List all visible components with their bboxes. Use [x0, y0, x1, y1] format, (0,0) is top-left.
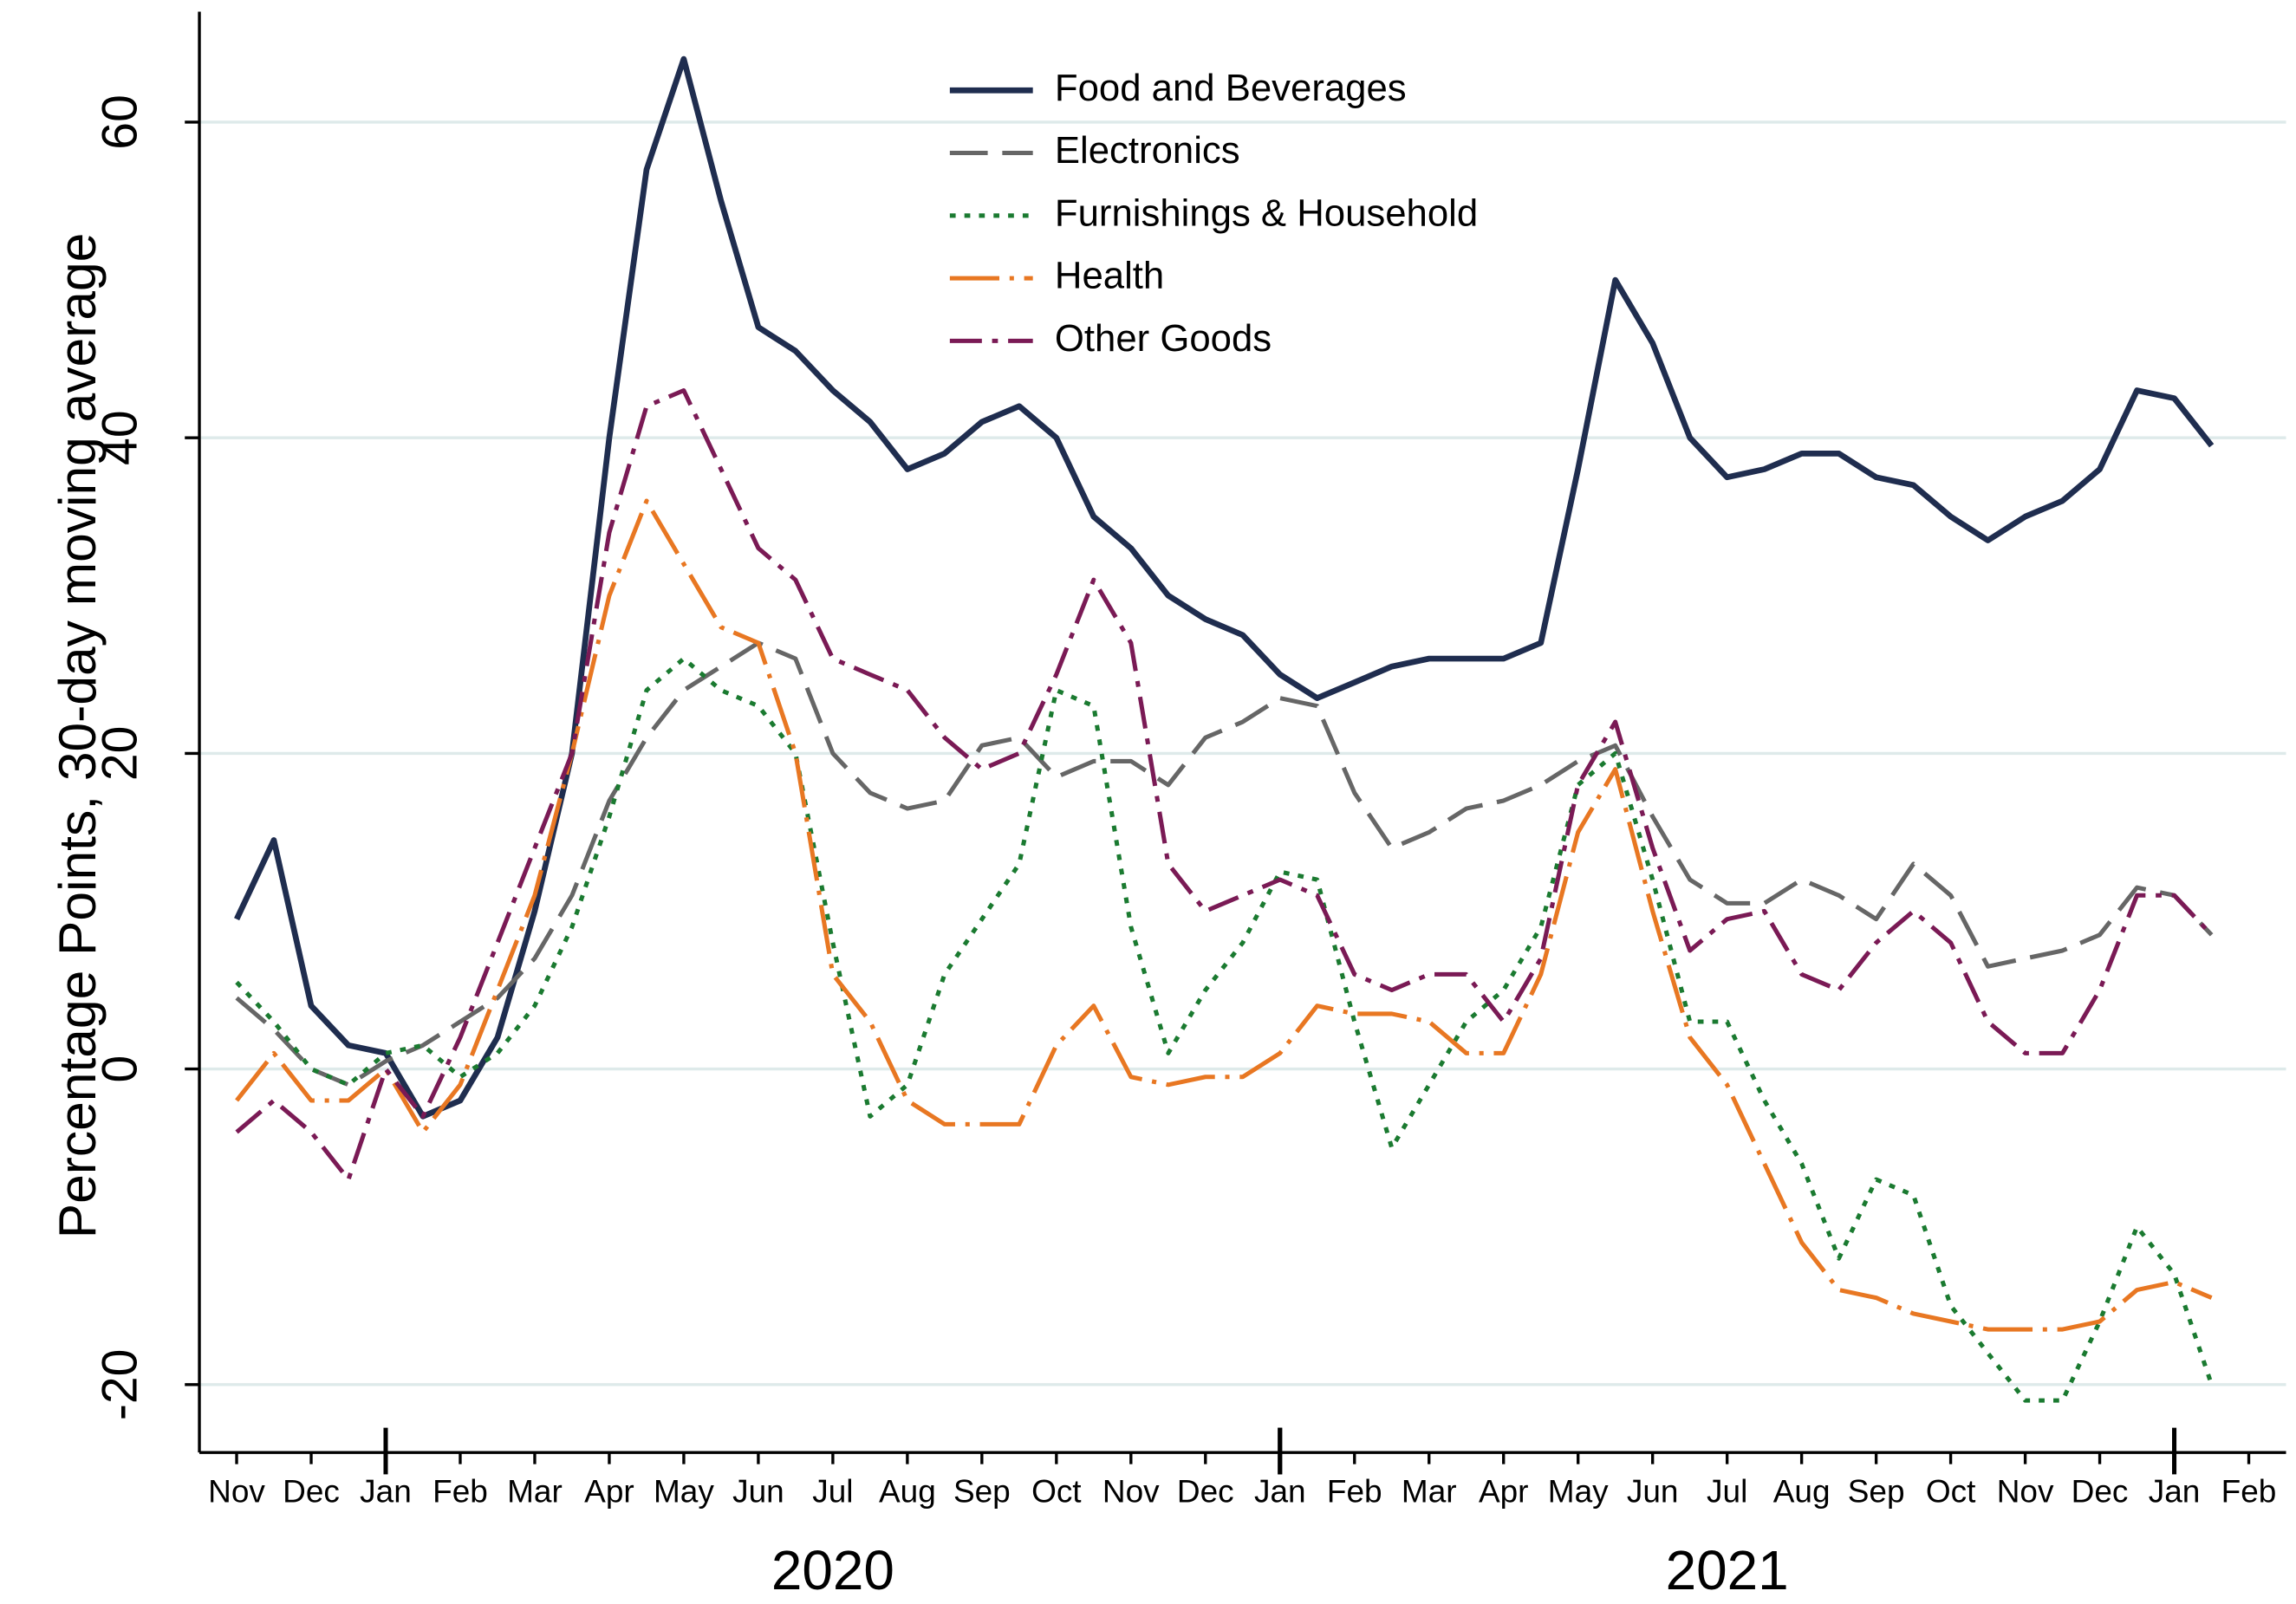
y-tick-label: 60 — [93, 94, 148, 150]
x-tick-label: Nov — [208, 1473, 265, 1509]
x-tick-label: Oct — [1926, 1473, 1976, 1509]
year-label: 2020 — [771, 1539, 894, 1601]
year-label: 2021 — [1666, 1539, 1789, 1601]
y-tick-label: -20 — [93, 1349, 148, 1421]
legend-label: Furnishings & Household — [1055, 192, 1478, 234]
x-tick-label: Nov — [1102, 1473, 1160, 1509]
legend-label: Electronics — [1055, 129, 1240, 172]
x-tick-label: Sep — [1848, 1473, 1905, 1509]
x-tick-label: Jan — [1254, 1473, 1306, 1509]
x-tick-label: Nov — [1997, 1473, 2054, 1509]
x-tick-label: Apr — [1479, 1473, 1529, 1509]
x-tick-label: May — [654, 1473, 714, 1509]
legend-label: Food and Beverages — [1055, 67, 1407, 109]
legend-label: Health — [1055, 255, 1164, 297]
x-tick-label: Jul — [1707, 1473, 1747, 1509]
series-line — [234, 55, 2215, 1120]
x-tick-label: May — [1548, 1473, 1609, 1509]
y-tick-label: 20 — [93, 726, 148, 782]
x-tick-label: Jan — [360, 1473, 412, 1509]
series-line — [235, 498, 2213, 1332]
x-tick-label: Mar — [1402, 1473, 1457, 1509]
x-tick-label: Dec — [2072, 1473, 2129, 1509]
series-line — [235, 640, 2214, 1088]
x-tick-label: Jul — [812, 1473, 853, 1509]
x-tick-label: Jun — [732, 1473, 784, 1509]
x-tick-label: Mar — [507, 1473, 563, 1509]
x-tick-label: Sep — [953, 1473, 1011, 1509]
series-line — [235, 656, 2214, 1403]
x-tick-label: Aug — [879, 1473, 936, 1509]
x-tick-label: Jan — [2149, 1473, 2201, 1509]
legend-label: Other Goods — [1055, 317, 1272, 360]
x-tick-label: Aug — [1773, 1473, 1831, 1509]
background — [5, 0, 2291, 1604]
x-tick-label: Oct — [1031, 1473, 1082, 1509]
y-axis-title: Percentage Points, 30-day moving average — [48, 233, 107, 1239]
y-tick-label: 40 — [93, 410, 148, 465]
x-tick-label: Feb — [2221, 1473, 2277, 1509]
x-tick-label: Apr — [584, 1473, 634, 1509]
y-tick-label: 0 — [93, 1055, 148, 1083]
series-line — [235, 388, 2214, 1182]
x-tick-label: Dec — [1177, 1473, 1234, 1509]
x-tick-label: Jun — [1627, 1473, 1679, 1509]
x-tick-label: Dec — [283, 1473, 340, 1509]
x-tick-label: Feb — [1327, 1473, 1382, 1509]
x-tick-label: Feb — [433, 1473, 488, 1509]
